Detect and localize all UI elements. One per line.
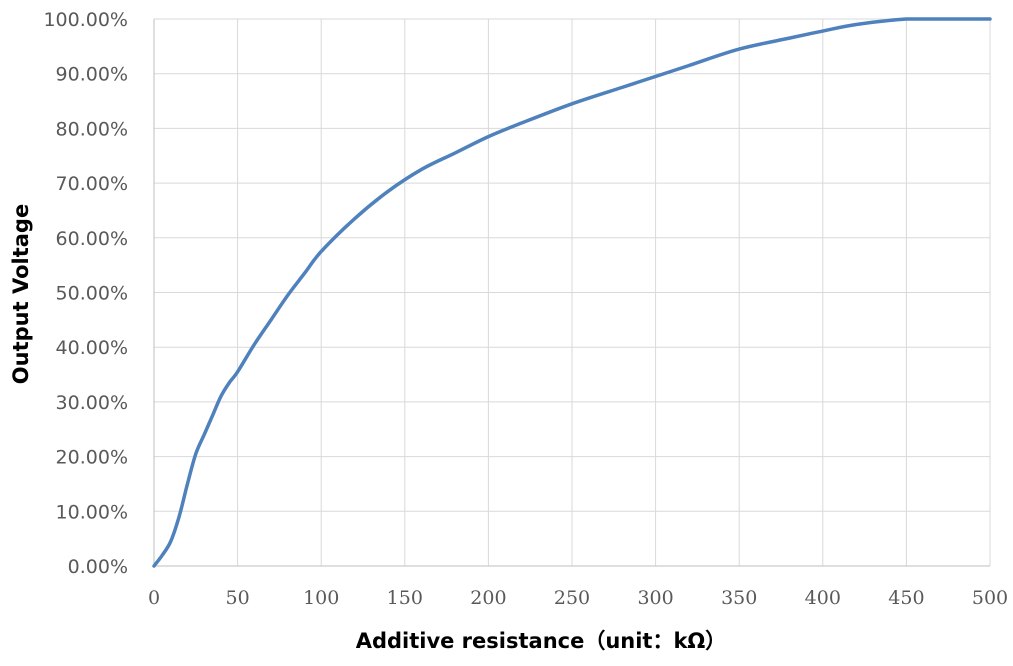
y-tick-label: 20.00%	[56, 447, 128, 469]
y-tick-label: 70.00%	[56, 173, 128, 195]
y-tick-label: 10.00%	[56, 501, 128, 523]
axis-layer	[153, 19, 990, 567]
x-axis-title: Additive resistance（unit：kΩ）	[356, 629, 727, 653]
series-layer	[152, 17, 992, 568]
x-tick-label: 250	[554, 587, 590, 609]
y-tick-label: 60.00%	[56, 228, 128, 250]
y-axis-title: Output Voltage	[9, 204, 33, 384]
x-tick-label: 300	[637, 587, 673, 609]
x-tick-label: 450	[888, 587, 924, 609]
x-tick-labels: 0 50 100 150 200 250 300 350 400 450 500	[148, 587, 1008, 609]
x-tick-label: 0	[148, 587, 160, 609]
x-tick-label: 150	[387, 587, 423, 609]
y-tick-label: 80.00%	[56, 118, 128, 140]
x-tick-label: 400	[805, 587, 841, 609]
y-tick-label: 90.00%	[56, 64, 128, 86]
y-tick-label: 100.00%	[43, 9, 128, 31]
x-tick-label: 500	[972, 587, 1008, 609]
x-tick-label: 200	[470, 587, 506, 609]
x-tick-label: 100	[303, 587, 339, 609]
y-tick-label: 40.00%	[56, 337, 128, 359]
y-tick-label: 50.00%	[56, 283, 128, 305]
y-tick-label: 0.00%	[68, 556, 128, 578]
x-tick-label: 50	[226, 587, 250, 609]
grid-layer	[154, 18, 991, 566]
y-tick-labels: 0.00% 10.00% 20.00% 30.00% 40.00% 50.00% 60.00…	[43, 9, 128, 578]
y-tick-label: 30.00%	[56, 392, 128, 414]
series-line-output-voltage	[152, 17, 992, 568]
x-tick-label: 350	[721, 587, 757, 609]
